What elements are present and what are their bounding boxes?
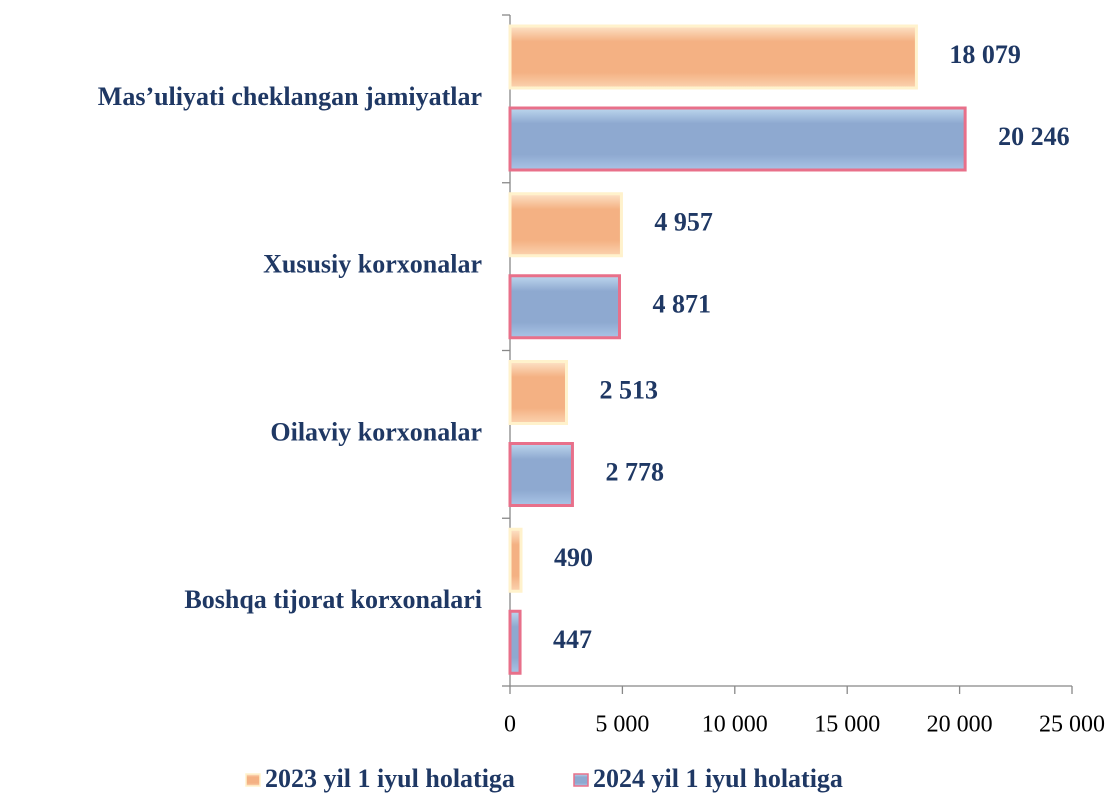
value-label: 4 871 bbox=[653, 290, 712, 319]
category-label: Xususiy korxonalar bbox=[263, 250, 482, 279]
legend-swatch bbox=[245, 773, 261, 787]
category-label: Mas’uliyati cheklangan jamiyatlar bbox=[98, 82, 482, 111]
bar bbox=[508, 442, 574, 507]
bar bbox=[508, 24, 918, 90]
value-label: 18 079 bbox=[949, 40, 1021, 69]
legend-label: 2024 yil 1 iyul holatiga bbox=[593, 764, 843, 793]
x-tick-label: 0 bbox=[504, 712, 516, 738]
bar bbox=[508, 360, 568, 425]
bar bbox=[508, 106, 967, 172]
bar bbox=[508, 609, 522, 675]
category-label: Boshqa tijorat korxonalari bbox=[184, 585, 482, 614]
bar bbox=[508, 527, 523, 593]
x-tick-label: 10 000 bbox=[702, 712, 768, 738]
value-label: 490 bbox=[554, 543, 593, 572]
value-label: 20 246 bbox=[998, 122, 1070, 151]
x-tick-label: 5 000 bbox=[595, 712, 649, 738]
x-tick-label: 20 000 bbox=[927, 712, 993, 738]
bar bbox=[508, 274, 622, 340]
value-label: 2 778 bbox=[605, 457, 664, 486]
bar bbox=[508, 192, 623, 258]
value-label: 4 957 bbox=[654, 208, 713, 237]
value-label: 447 bbox=[553, 625, 592, 654]
category-label: Oilaviy korxonalar bbox=[270, 417, 482, 446]
x-tick-label: 15 000 bbox=[814, 712, 880, 738]
value-label: 2 513 bbox=[599, 375, 658, 404]
x-tick-label: 25 000 bbox=[1039, 712, 1105, 738]
legend-label: 2023 yil 1 iyul holatiga bbox=[265, 764, 515, 793]
legend-swatch bbox=[573, 773, 589, 787]
